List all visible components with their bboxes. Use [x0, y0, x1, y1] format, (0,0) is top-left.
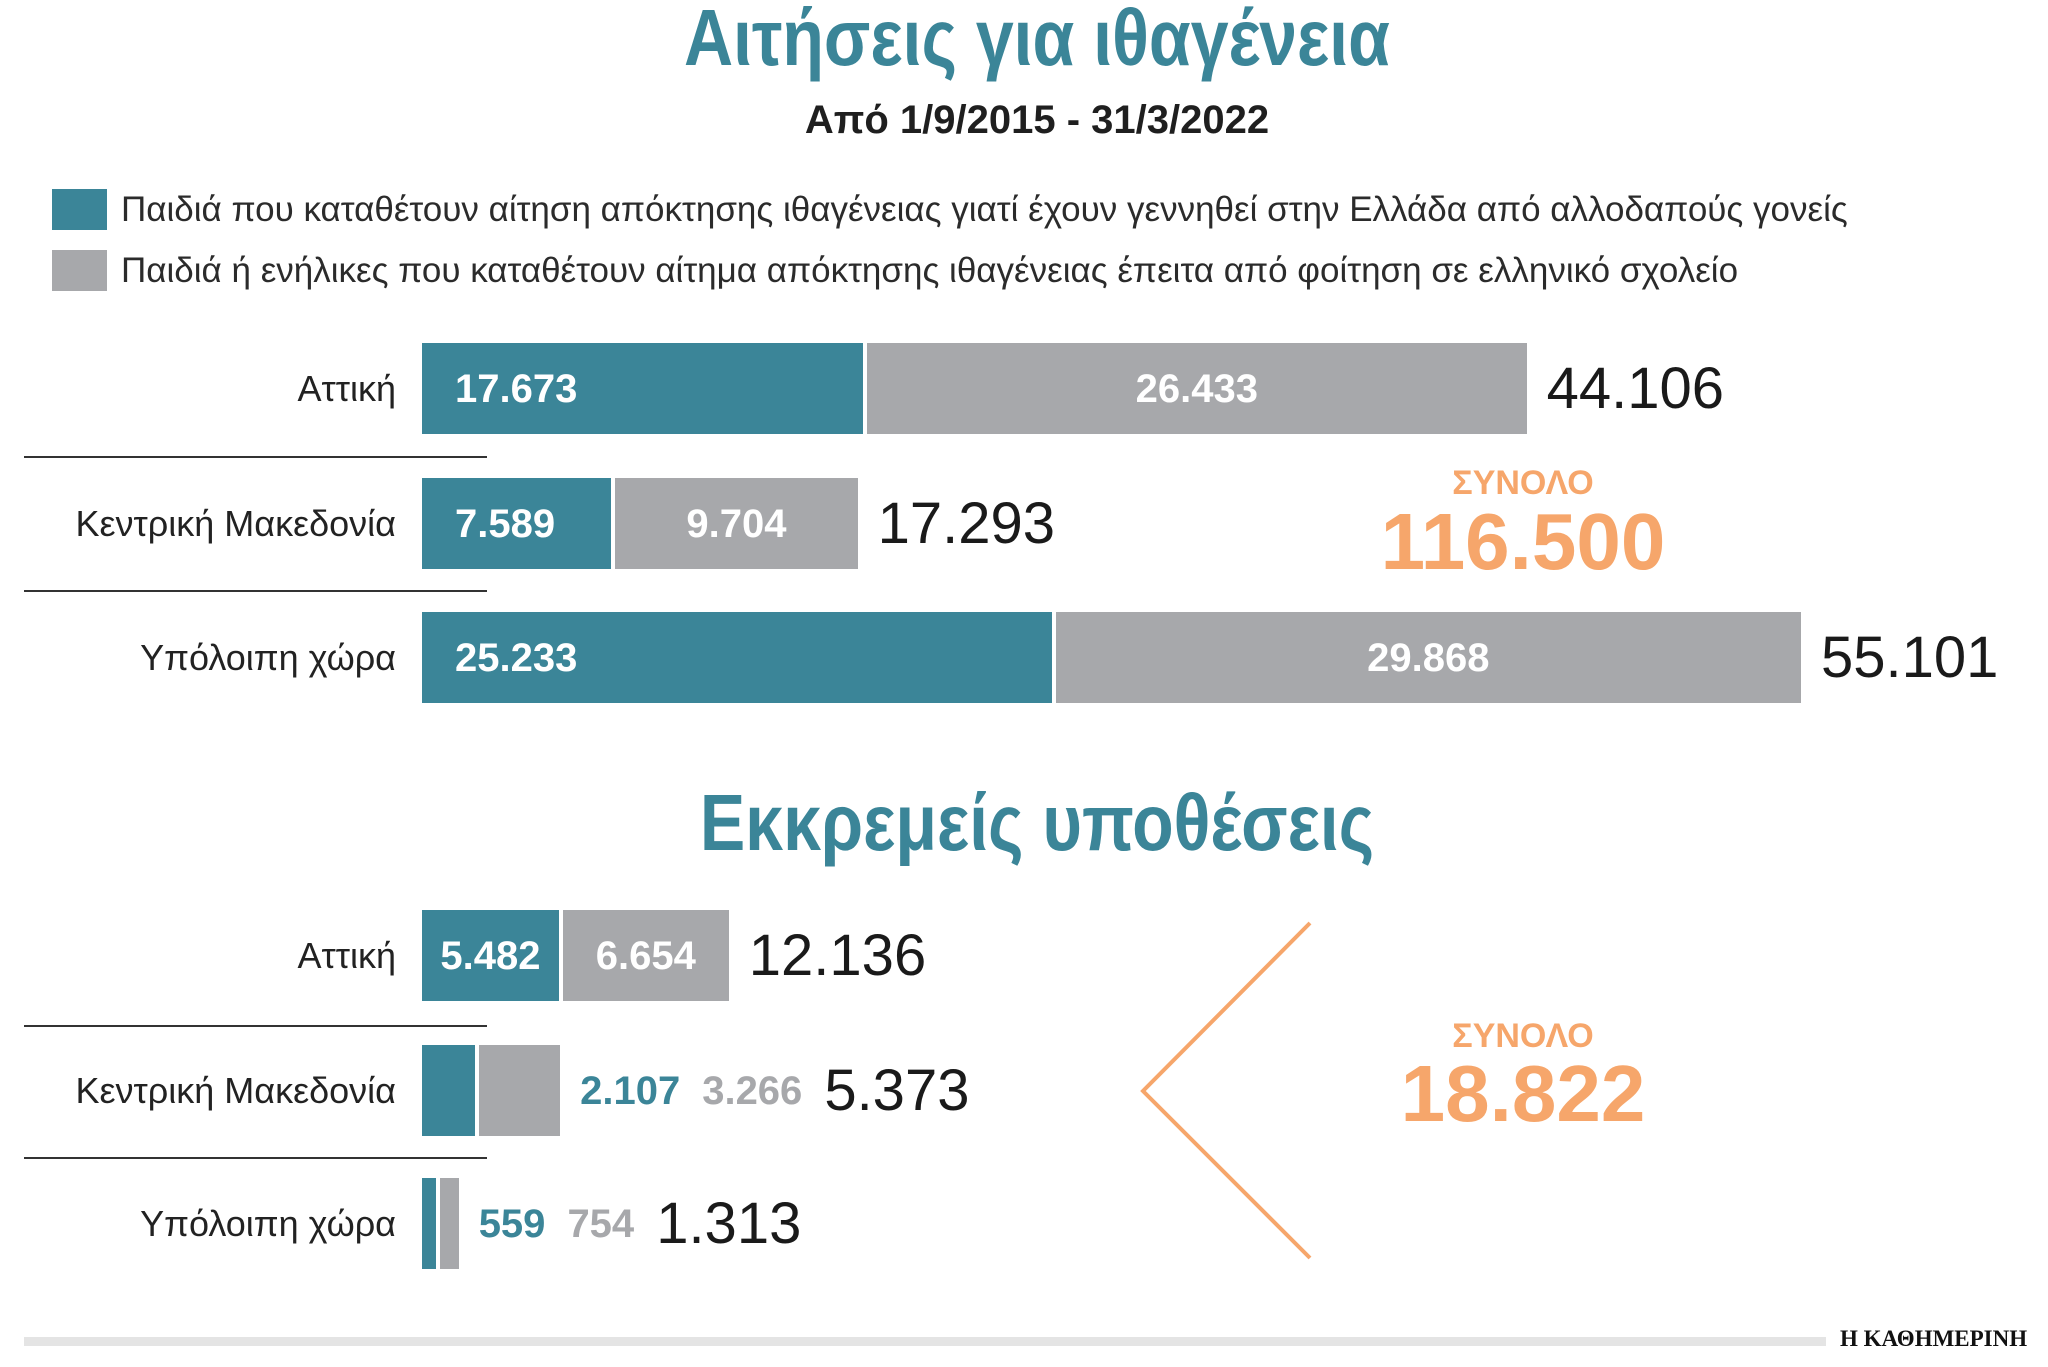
value-label-school-attendance: 26.433 — [1135, 366, 1258, 411]
outside-labels: 44.106 — [1546, 355, 1724, 421]
grand-total-value: 116.500 — [1380, 497, 1666, 586]
value-label-school-attendance: 754 — [567, 1201, 635, 1246]
outside-labels: 17.293 — [877, 490, 1055, 556]
outside-labels: 559 754 1.313 — [478, 1190, 802, 1256]
bar-segment-born-in-greece: 17.673 — [422, 343, 863, 434]
category-label: Αττική — [297, 368, 396, 409]
row-separator — [24, 1157, 487, 1159]
row-separator — [24, 456, 487, 458]
footer-rule — [24, 1337, 1826, 1346]
brand-logo: Η ΚΑΘΗΜΕΡΙΝΗ — [1840, 1326, 2028, 1351]
pending-cases-title: Εκκρεμείς υποθέσεις — [699, 778, 1375, 867]
category-label: Κεντρική Μακεδονία — [75, 503, 396, 544]
bar-row: 2.107 3.266 5.373 — [422, 1045, 969, 1136]
category-label: Υπόλοιπη χώρα — [140, 1203, 396, 1244]
value-label-school-attendance: 3.266 — [702, 1068, 803, 1113]
row-total-label: 44.106 — [1546, 355, 1724, 421]
row-total-label: 1.313 — [656, 1190, 802, 1256]
bracket-chevron — [1140, 921, 1312, 1260]
value-label-born-in-greece: 7.589 — [455, 501, 556, 546]
value-label-born-in-greece: 25.233 — [455, 635, 578, 680]
category-label: Υπόλοιπη χώρα — [140, 637, 396, 678]
grand-total-value: 18.822 — [1400, 1049, 1646, 1138]
bracket-line — [1140, 921, 1312, 1260]
value-label-born-in-greece: 5.482 — [440, 933, 541, 978]
legend-label-born-in-greece: Παιδιά που καταθέτουν αίτηση απόκτησης ι… — [121, 190, 1848, 229]
category-label: Κεντρική Μακεδονία — [75, 1070, 396, 1111]
page-title: Αιτήσεις για ιθαγένεια — [684, 0, 1390, 82]
row-total-label: 17.293 — [877, 490, 1055, 556]
row-separator — [24, 590, 487, 592]
bar-segment-school-attendance — [439, 1178, 459, 1269]
value-label-school-attendance: 9.704 — [686, 501, 787, 546]
bar-row: 5.482 6.654 12.136 — [422, 910, 926, 1001]
legend-swatch-born-in-greece — [52, 189, 107, 230]
page-subtitle: Από 1/9/2015 - 31/3/2022 — [804, 98, 1270, 142]
bar-segment-born-in-greece: 5.482 — [422, 910, 559, 1001]
row-total-label: 55.101 — [1820, 624, 1999, 690]
outside-labels: 2.107 3.266 5.373 — [580, 1057, 970, 1123]
bar-segment-school-attendance: 26.433 — [867, 343, 1527, 434]
bar-segment-school-attendance: 6.654 — [562, 910, 729, 1001]
value-label-born-in-greece: 559 — [478, 1201, 546, 1246]
category-label: Αττική — [297, 935, 396, 976]
outside-labels: 12.136 — [748, 922, 927, 988]
bar-row: 7.589 9.704 17.293 — [422, 478, 1055, 569]
bar-segment-school-attendance: 29.868 — [1055, 612, 1801, 703]
value-label-school-attendance: 6.654 — [595, 933, 696, 978]
legend-label-school-attendance: Παιδιά ή ενήλικες που καταθέτουν αίτημα … — [121, 251, 1739, 290]
row-total-label: 5.373 — [824, 1057, 970, 1123]
total-caption: ΣΥΝΟΛΟ — [1452, 1017, 1594, 1055]
legend-swatch-school-attendance — [52, 250, 107, 291]
bar-segment-born-in-greece: 25.233 — [422, 612, 1052, 703]
row-separator — [24, 1025, 487, 1027]
value-label-born-in-greece: 2.107 — [580, 1068, 681, 1113]
bar-segment-born-in-greece — [422, 1045, 475, 1136]
value-label-born-in-greece: 17.673 — [455, 366, 578, 411]
bar-row: 17.673 26.433 44.106 — [422, 343, 1724, 434]
bar-row: 25.233 29.868 55.101 — [422, 612, 1998, 703]
value-label-school-attendance: 29.868 — [1367, 635, 1490, 680]
bar-segment-born-in-greece: 7.589 — [422, 478, 612, 569]
bar-row: 559 754 1.313 — [422, 1178, 801, 1269]
bar-segment-born-in-greece — [422, 1178, 436, 1269]
total-caption: ΣΥΝΟΛΟ — [1452, 464, 1594, 502]
outside-labels: 55.101 — [1820, 624, 1999, 690]
bar-segment-school-attendance: 9.704 — [615, 478, 858, 569]
bar-segment-school-attendance — [478, 1045, 561, 1136]
row-total-label: 12.136 — [748, 922, 927, 988]
